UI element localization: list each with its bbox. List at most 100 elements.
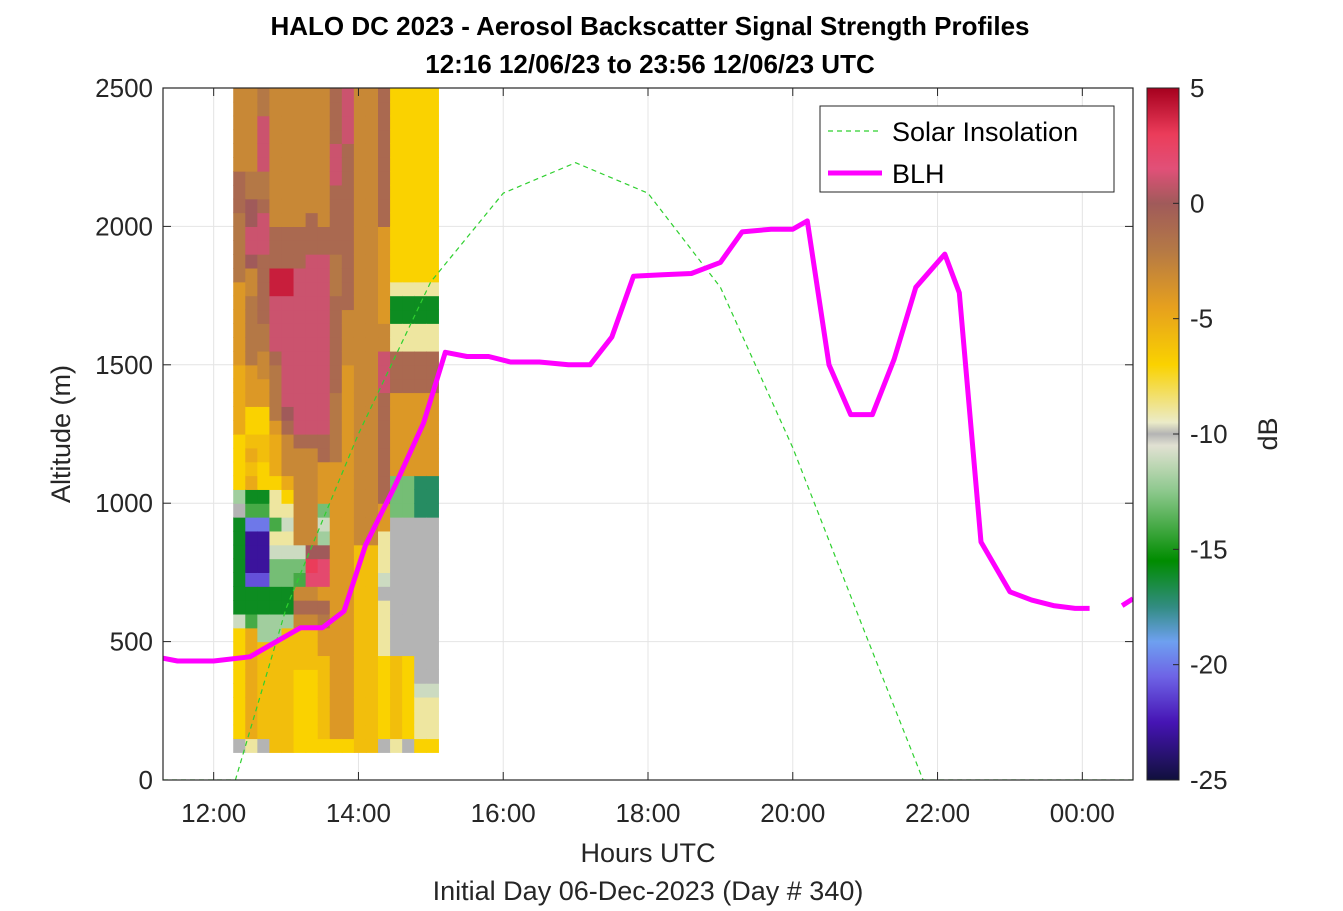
heatmap-cell (329, 724, 343, 740)
heatmap-cell (390, 295, 403, 311)
heatmap-cell (365, 447, 379, 463)
heatmap-cell (257, 240, 271, 255)
heatmap-cell (414, 88, 427, 103)
heatmap-cell (426, 350, 439, 366)
heatmap-cell (390, 627, 403, 643)
heatmap-cell (426, 281, 439, 297)
heatmap-cell (257, 171, 271, 186)
heatmap-cell (293, 392, 307, 407)
heatmap-cell (269, 378, 283, 394)
heatmap-cell (293, 254, 307, 269)
heatmap-cell (402, 406, 415, 421)
heatmap-cell (269, 420, 283, 435)
heatmap-cell (402, 683, 415, 698)
heatmap-cell (390, 101, 403, 117)
heatmap-cell (402, 88, 415, 103)
heatmap-cell (281, 295, 295, 311)
heatmap-cell (269, 738, 283, 753)
heatmap-cell (341, 669, 355, 684)
heatmap-cell (305, 696, 319, 712)
heatmap-cell (281, 143, 295, 158)
heatmap-cell (414, 323, 427, 338)
heatmap-cell (414, 572, 427, 587)
heatmap-cell (353, 738, 367, 753)
heatmap-cell (317, 281, 331, 297)
colorbar-tick-label: -10 (1190, 419, 1228, 449)
heatmap-cell (378, 143, 391, 158)
heatmap-cell (233, 281, 246, 297)
heatmap-cell (317, 447, 331, 463)
heatmap-cell (329, 600, 343, 615)
heatmap-cell (245, 434, 258, 449)
heatmap-cell (329, 323, 343, 338)
heatmap-cell (390, 434, 403, 449)
heatmap-cell (378, 447, 391, 463)
heatmap-cell (317, 489, 331, 504)
heatmap-cell (353, 475, 367, 490)
heatmap-cell (317, 392, 331, 407)
heatmap-cell (414, 364, 427, 380)
heatmap-cell (414, 503, 427, 518)
heatmap-cell (269, 295, 283, 311)
heatmap-cell (329, 586, 343, 601)
heatmap-cell (402, 184, 415, 200)
heatmap-cell (233, 323, 246, 338)
heatmap-cell (245, 447, 258, 463)
heatmap-cell (293, 212, 307, 227)
heatmap-cell (341, 710, 355, 726)
heatmap-cell (402, 420, 415, 435)
heatmap-cell (281, 586, 295, 601)
heatmap-cell (414, 461, 427, 477)
heatmap-cell (402, 586, 415, 601)
heatmap-cell (341, 157, 355, 172)
heatmap-cell (329, 710, 343, 726)
heatmap-cell (269, 558, 283, 573)
heatmap-cell (341, 226, 355, 241)
heatmap-cell (365, 254, 379, 269)
heatmap-cell (390, 530, 403, 546)
heatmap-cell (269, 337, 283, 352)
heatmap-cell (245, 627, 258, 643)
heatmap-cell (414, 627, 427, 643)
heatmap-cell (414, 392, 427, 407)
heatmap-cell (281, 530, 295, 546)
heatmap-cell (365, 171, 379, 186)
heatmap-cell (257, 378, 271, 394)
heatmap-cell (317, 226, 331, 241)
heatmap-cell (402, 364, 415, 380)
heatmap-cell (233, 434, 246, 449)
heatmap-cell (305, 254, 319, 269)
heatmap-cell (353, 503, 367, 518)
heatmap-cell (281, 406, 295, 421)
heatmap-cell (378, 378, 391, 394)
heatmap-cell (365, 295, 379, 311)
heatmap-cell (257, 627, 271, 643)
heatmap-cell (305, 669, 319, 684)
heatmap-cell (378, 240, 391, 255)
heatmap-cell (317, 88, 331, 103)
heatmap-cell (402, 350, 415, 366)
heatmap-cell (378, 171, 391, 186)
heatmap-cell (257, 254, 271, 269)
heatmap-cell (257, 101, 271, 117)
heatmap-cell (269, 212, 283, 227)
heatmap-cell (269, 655, 283, 670)
heatmap-cell (402, 323, 415, 338)
heatmap-cell (293, 115, 307, 131)
heatmap-cell (353, 517, 367, 532)
chart-subtitle: 12:16 12/06/23 to 23:56 12/06/23 UTC (425, 49, 875, 79)
heatmap-cell (353, 323, 367, 338)
heatmap-cell (281, 572, 295, 587)
heatmap-cell (281, 171, 295, 186)
heatmap-cell (281, 696, 295, 712)
heatmap-cell (329, 683, 343, 698)
heatmap-cell (426, 447, 439, 463)
heatmap-cell (414, 171, 427, 186)
heatmap-cell (293, 420, 307, 435)
blh-line (163, 218, 1090, 664)
heatmap-cell (257, 226, 271, 241)
heatmap-cell (390, 350, 403, 366)
heatmap-cell (426, 323, 439, 338)
heatmap-cell (390, 143, 403, 158)
heatmap-cell (233, 295, 246, 311)
